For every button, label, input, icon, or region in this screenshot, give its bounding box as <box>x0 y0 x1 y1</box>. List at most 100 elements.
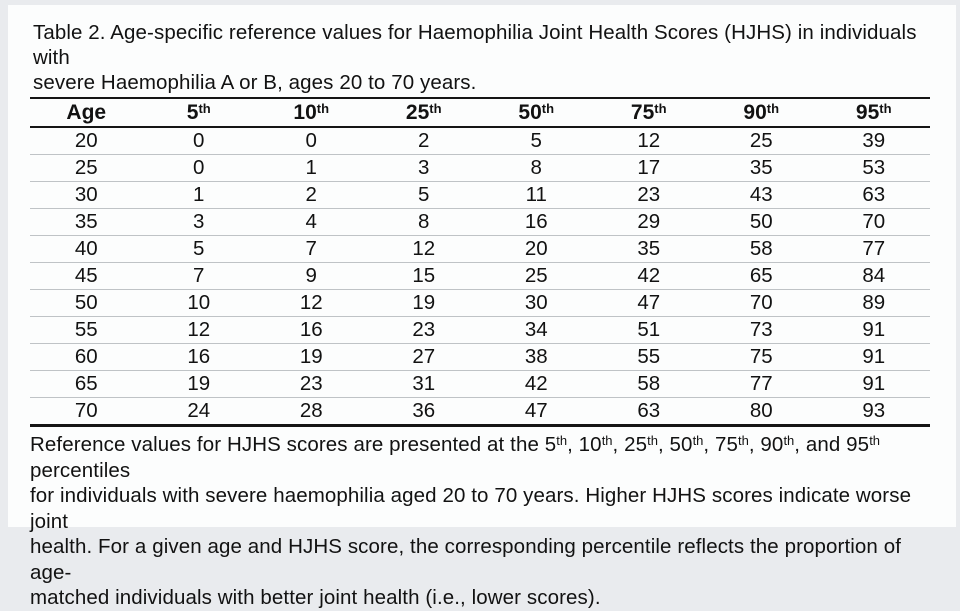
footnote: Reference values for HJHS scores are pre… <box>30 432 940 611</box>
footnote-line: matched individuals with better joint he… <box>30 585 940 611</box>
table-cell: 35 <box>30 209 143 236</box>
table-cell: 4 <box>255 209 368 236</box>
footnote-line: Reference values for HJHS scores are pre… <box>30 432 940 483</box>
table-cell: 17 <box>593 155 706 182</box>
table-cell: 23 <box>255 371 368 398</box>
table-cell: 51 <box>593 317 706 344</box>
table-cell: 45 <box>30 263 143 290</box>
column-header: 5th <box>143 98 256 127</box>
table-cell: 12 <box>368 236 481 263</box>
table-cell: 35 <box>593 236 706 263</box>
table-cell: 9 <box>255 263 368 290</box>
table-cell: 91 <box>818 371 931 398</box>
table-cell: 58 <box>593 371 706 398</box>
table-cell: 35 <box>705 155 818 182</box>
table-title: Table 2. Age-specific reference values f… <box>33 20 938 95</box>
table-cell: 12 <box>593 127 706 155</box>
table-cell: 0 <box>143 155 256 182</box>
table-cell: 1 <box>143 182 256 209</box>
table-cell: 84 <box>818 263 931 290</box>
table-title-line-2: severe Haemophilia A or B, ages 20 to 70… <box>33 70 938 95</box>
table-cell: 24 <box>143 398 256 426</box>
table-cell: 77 <box>705 371 818 398</box>
table-cell: 80 <box>705 398 818 426</box>
table-cell: 43 <box>705 182 818 209</box>
table-cell: 1 <box>255 155 368 182</box>
table-cell: 42 <box>593 263 706 290</box>
table-cell: 0 <box>143 127 256 155</box>
table-cell: 27 <box>368 344 481 371</box>
table-cell: 8 <box>480 155 593 182</box>
table-cell: 70 <box>818 209 931 236</box>
table-cell: 75 <box>705 344 818 371</box>
table-cell: 73 <box>705 317 818 344</box>
column-header: 50th <box>480 98 593 127</box>
table-cell: 47 <box>593 290 706 317</box>
table-cell: 34 <box>480 317 593 344</box>
table-cell: 55 <box>593 344 706 371</box>
table-cell: 25 <box>480 263 593 290</box>
table-cell: 91 <box>818 344 931 371</box>
table-cell: 63 <box>818 182 931 209</box>
table-cell: 70 <box>30 398 143 426</box>
table-cell: 8 <box>368 209 481 236</box>
document-page: Table 2. Age-specific reference values f… <box>8 5 956 527</box>
page-content: Table 2. Age-specific reference values f… <box>8 5 956 611</box>
table-cell: 16 <box>143 344 256 371</box>
table-cell: 12 <box>143 317 256 344</box>
table-cell: 29 <box>593 209 706 236</box>
table-title-line-1: Table 2. Age-specific reference values f… <box>33 20 938 70</box>
table-cell: 30 <box>30 182 143 209</box>
table-cell: 30 <box>480 290 593 317</box>
table-cell: 15 <box>368 263 481 290</box>
table-cell: 50 <box>705 209 818 236</box>
table-cell: 55 <box>30 317 143 344</box>
table-cell: 5 <box>143 236 256 263</box>
footnote-line: for individuals with severe haemophilia … <box>30 483 940 534</box>
table-cell: 11 <box>480 182 593 209</box>
table-cell: 39 <box>818 127 931 155</box>
table-cell: 23 <box>593 182 706 209</box>
column-header: 95th <box>818 98 931 127</box>
table-cell: 47 <box>480 398 593 426</box>
table-cell: 70 <box>705 290 818 317</box>
table-cell: 20 <box>480 236 593 263</box>
table-cell: 7 <box>255 236 368 263</box>
column-header: 90th <box>705 98 818 127</box>
table-cell: 16 <box>255 317 368 344</box>
table-cell: 5 <box>480 127 593 155</box>
table-cell: 7 <box>143 263 256 290</box>
table-cell: 28 <box>255 398 368 426</box>
table-cell: 93 <box>818 398 931 426</box>
table-cell: 38 <box>480 344 593 371</box>
table-cell: 19 <box>143 371 256 398</box>
table-cell: 89 <box>818 290 931 317</box>
table-cell: 10 <box>143 290 256 317</box>
table-cell: 91 <box>818 317 931 344</box>
column-header: Age <box>30 98 143 127</box>
table-cell: 2 <box>255 182 368 209</box>
table-cell: 19 <box>368 290 481 317</box>
table-cell: 65 <box>705 263 818 290</box>
table-cell: 23 <box>368 317 481 344</box>
table-cell: 5 <box>368 182 481 209</box>
footnote-line: health. For a given age and HJHS score, … <box>30 534 940 585</box>
table-cell: 31 <box>368 371 481 398</box>
column-header: 75th <box>593 98 706 127</box>
table-cell: 2 <box>368 127 481 155</box>
table-cell: 16 <box>480 209 593 236</box>
table-cell: 65 <box>30 371 143 398</box>
